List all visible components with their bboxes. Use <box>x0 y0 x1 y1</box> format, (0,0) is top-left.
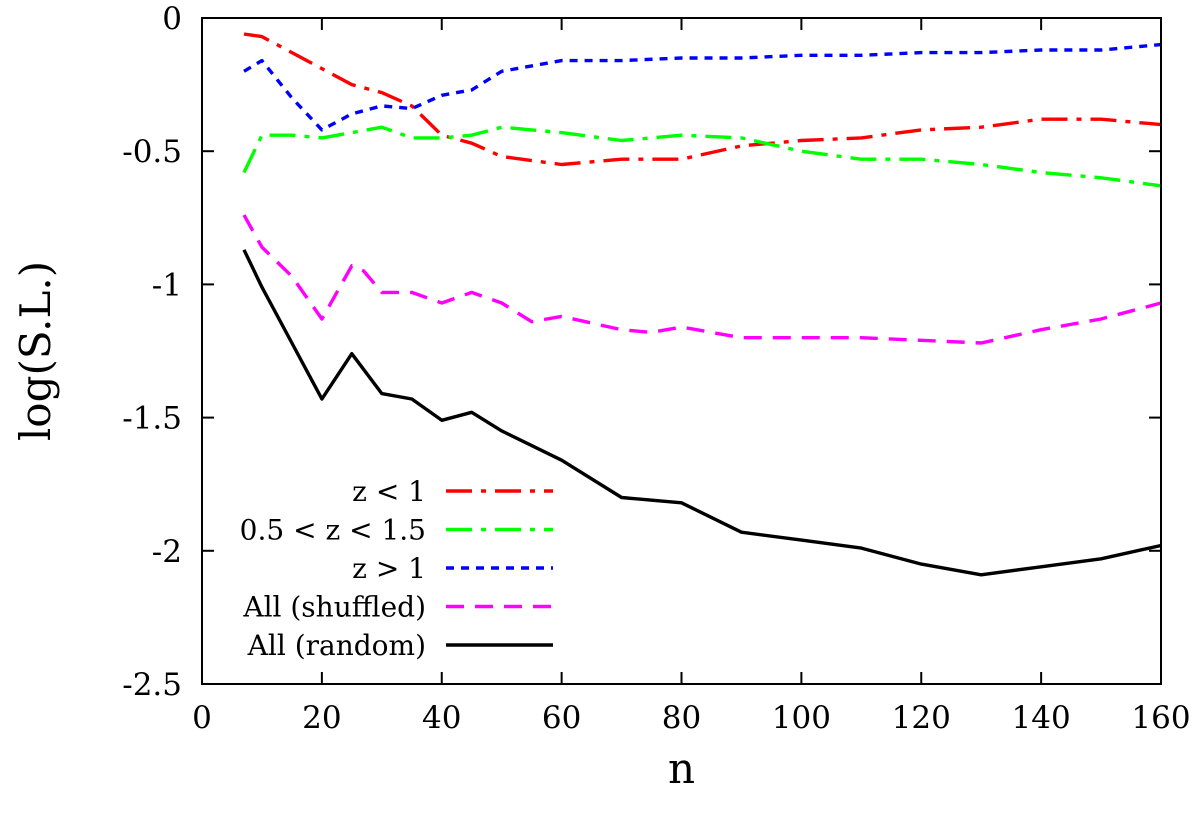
x-tick-label: 40 <box>422 700 461 736</box>
legend-label-1: z < 1 <box>352 475 426 508</box>
y-tick-label: -1.5 <box>122 401 182 437</box>
ticks-layer: 0 20 40 60 80 100 120 140 160 -2.5 -2 -1.5 -1 -0.5 0 <box>122 1 1190 736</box>
y-tick-label: -1 <box>152 267 182 303</box>
x-tick-label: 100 <box>772 700 831 736</box>
series-line-4 <box>242 214 1162 345</box>
legend-label-3: z > 1 <box>352 552 426 585</box>
x-tick-label: 0 <box>192 700 212 736</box>
series-layer <box>242 32 1162 577</box>
legend-label-2: 0.5 < z < 1.5 <box>240 514 426 547</box>
legend: z < 1 0.5 < z < 1.5 z > 1 All (shuffled) All… <box>240 475 553 662</box>
y-tick-label: 0 <box>162 1 182 37</box>
series-line-5 <box>242 249 1162 577</box>
x-axis-title: n <box>668 744 695 793</box>
y-tick-label: -2.5 <box>122 667 182 703</box>
y-tick-label: -0.5 <box>122 134 182 170</box>
x-tick-label: 60 <box>542 700 581 736</box>
y-tick-label: -2 <box>152 534 182 570</box>
x-tick-label: 20 <box>302 700 341 736</box>
y-axis-title: log(S.L.) <box>11 261 60 441</box>
x-tick-label: 160 <box>1131 700 1190 736</box>
series-line-2 <box>242 125 1162 188</box>
legend-label-5: All (random) <box>247 629 426 662</box>
x-tick-label: 140 <box>1012 700 1071 736</box>
x-tick-label: 80 <box>662 700 701 736</box>
series-line-1 <box>243 32 1162 167</box>
legend-label-4: All (shuffled) <box>242 591 426 624</box>
x-tick-label: 120 <box>892 700 951 736</box>
series-line-3 <box>243 42 1162 132</box>
